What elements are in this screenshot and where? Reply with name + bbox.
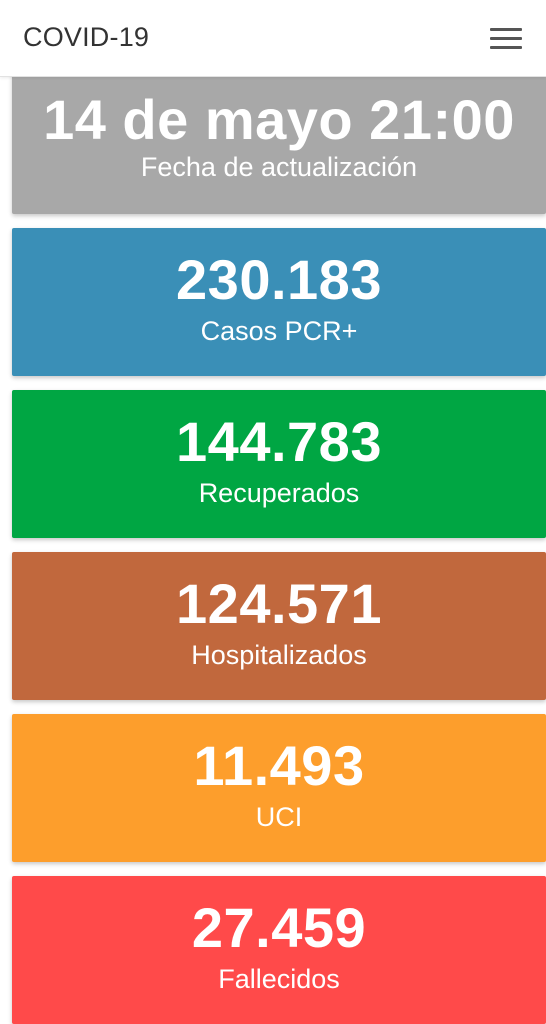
icu-card: 11.493 UCI xyxy=(12,714,546,862)
hospitalized-card: 124.571 Hospitalizados xyxy=(12,552,546,700)
pcr-cases-label: Casos PCR+ xyxy=(200,316,358,346)
hospitalized-label: Hospitalizados xyxy=(191,640,367,670)
menu-bar-bottom xyxy=(490,46,522,49)
icu-value: 11.493 xyxy=(193,734,365,797)
navbar: COVID-19 xyxy=(0,0,546,77)
deceased-value: 27.459 xyxy=(191,896,367,959)
recovered-card: 144.783 Recuperados xyxy=(12,390,546,538)
deceased-label: Fallecidos xyxy=(218,964,340,994)
update-date-card: 14 de mayo 21:00 Fecha de actualización xyxy=(12,66,546,214)
pcr-cases-value: 230.183 xyxy=(176,248,382,311)
pcr-cases-card: 230.183 Casos PCR+ xyxy=(12,228,546,376)
update-date-label: Fecha de actualización xyxy=(140,152,418,182)
hospitalized-value: 124.571 xyxy=(176,572,382,635)
menu-bar-top xyxy=(490,28,522,31)
deceased-card: 27.459 Fallecidos xyxy=(12,876,546,1024)
icu-label: UCI xyxy=(255,802,303,832)
brand-title[interactable]: COVID-19 xyxy=(23,22,150,52)
update-date-value: 14 de mayo 21:00 xyxy=(43,88,515,151)
hamburger-menu-icon[interactable] xyxy=(488,26,524,52)
recovered-value: 144.783 xyxy=(176,410,382,473)
recovered-label: Recuperados xyxy=(198,478,360,508)
menu-bar-middle xyxy=(490,37,522,40)
